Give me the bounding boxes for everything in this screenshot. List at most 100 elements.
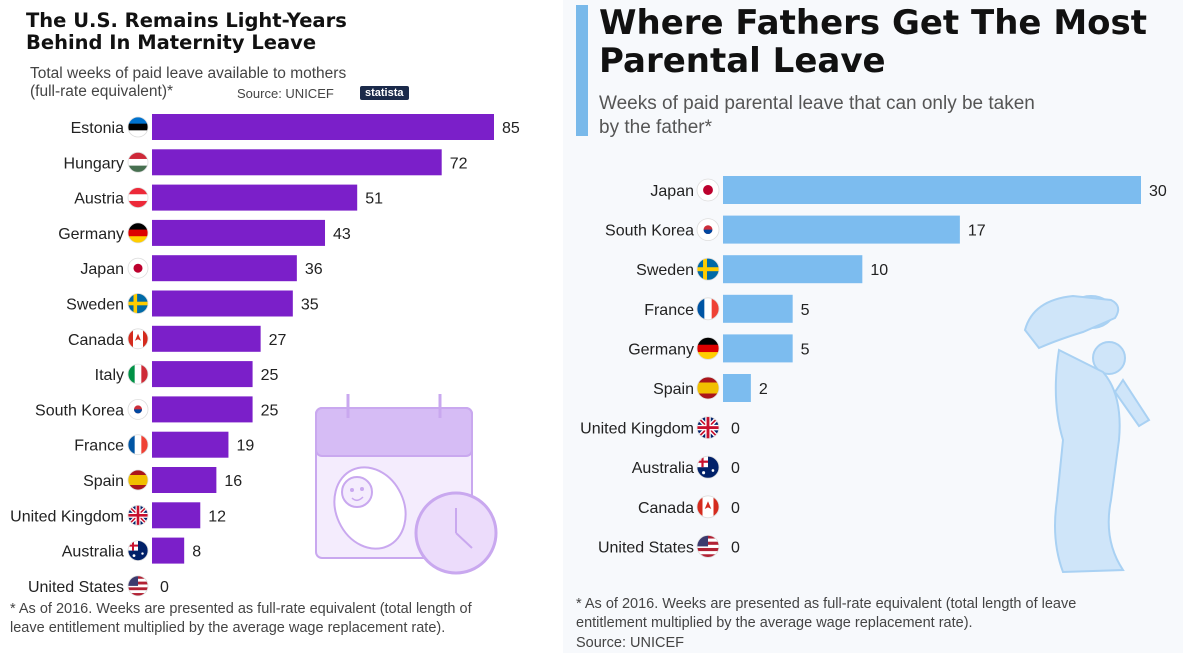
right-chart-footnote: * As of 2016. Weeks are presented as ful… — [576, 596, 1077, 631]
bar-row: France 19 — [74, 431, 254, 458]
bar — [152, 290, 293, 317]
bar — [723, 215, 960, 244]
maternity-leave-panel: The U.S. Remains Light-Years Behind In M… — [0, 0, 527, 653]
bar — [152, 361, 253, 388]
category-label: Spain — [83, 473, 124, 490]
australia-flag-icon — [127, 540, 149, 561]
bar-row: Spain 16 — [83, 467, 242, 493]
value-label: 10 — [870, 262, 888, 279]
panel-divider — [527, 0, 563, 653]
bar — [723, 255, 863, 284]
bar — [723, 374, 751, 402]
right-chart-title: Where Fathers Get The Most Parental Leav… — [599, 3, 1148, 81]
bar-row: Canada 27 — [68, 325, 287, 352]
category-label: France — [74, 438, 124, 455]
germany-flag-icon — [127, 222, 149, 244]
japan-flag-icon — [127, 257, 149, 279]
bar-row: Germany 43 — [58, 219, 351, 246]
bar — [152, 431, 229, 458]
austria-flag-icon — [127, 187, 149, 209]
value-label: 25 — [261, 402, 279, 419]
category-label: Spain — [653, 381, 694, 398]
united-states-flag-icon — [696, 535, 720, 558]
category-label: Japan — [80, 261, 124, 278]
left-chart-footnote: * As of 2016. Weeks are presented as ful… — [10, 601, 472, 636]
bar-row: Australia 0 — [632, 455, 740, 479]
value-label: 27 — [269, 332, 287, 349]
category-label: France — [644, 302, 694, 319]
value-label: 25 — [261, 367, 279, 384]
category-label: South Korea — [35, 402, 124, 419]
bar — [152, 537, 185, 564]
bar-row: Estonia 85 — [71, 114, 520, 140]
category-label: Germany — [628, 341, 694, 358]
bar-row: Germany 5 — [628, 334, 810, 363]
value-label: 17 — [968, 223, 986, 240]
bar — [152, 114, 494, 140]
value-label: 0 — [160, 579, 169, 596]
bar-row: United States 0 — [598, 535, 740, 558]
bar-row: Japan 30 — [650, 176, 1167, 204]
value-label: 0 — [731, 539, 740, 556]
bar-row: Italy 25 — [95, 361, 279, 388]
left-chart-source: Source: UNICEF — [237, 86, 334, 101]
canada-flag-icon — [127, 328, 149, 350]
bar — [152, 219, 326, 246]
value-label: 51 — [365, 191, 383, 208]
value-label: 5 — [801, 341, 810, 358]
bar — [152, 325, 261, 352]
bar — [152, 255, 297, 282]
value-label: 85 — [502, 120, 520, 137]
category-label: Australia — [632, 460, 694, 477]
south-korea-flag-icon — [696, 218, 720, 242]
bar-row: Canada 0 — [638, 495, 740, 519]
category-label: Canada — [638, 500, 694, 517]
value-label: 19 — [236, 438, 254, 455]
bar-row: France 5 — [644, 294, 810, 323]
japan-flag-icon — [696, 178, 720, 202]
united-kingdom-flag-icon — [696, 416, 720, 440]
estonia-flag-icon — [127, 116, 149, 138]
bar — [723, 176, 1141, 204]
value-label: 72 — [450, 155, 468, 172]
category-label: Sweden — [66, 297, 124, 314]
value-label: 30 — [1149, 183, 1167, 200]
spain-flag-icon — [127, 469, 149, 491]
value-label: 2 — [759, 381, 768, 398]
category-label: Italy — [95, 367, 124, 384]
bar-row: Sweden 10 — [636, 255, 888, 284]
maternity-illustration — [315, 394, 498, 575]
canada-flag-icon — [696, 495, 720, 519]
value-label: 36 — [305, 261, 323, 278]
sweden-flag-icon — [696, 257, 720, 281]
bar-row: Spain 2 — [653, 374, 768, 402]
left-chart-title: The U.S. Remains Light-Years Behind In M… — [26, 9, 347, 54]
bar — [152, 502, 201, 529]
statista-logo: statista — [360, 86, 409, 100]
category-label: Japan — [650, 183, 694, 200]
value-label: 43 — [333, 226, 351, 243]
hungary-flag-icon — [127, 151, 149, 173]
italy-flag-icon — [127, 363, 149, 385]
paternity-leave-panel: Where Fathers Get The Most Parental Leav… — [563, 0, 1183, 653]
bar — [152, 184, 358, 211]
right-chart-subtitle: Weeks of paid parental leave that can on… — [599, 93, 1035, 138]
australia-flag-icon — [696, 455, 720, 479]
germany-flag-icon — [696, 336, 720, 360]
united-states-flag-icon — [127, 575, 149, 597]
category-label: Austria — [74, 191, 124, 208]
france-flag-icon — [696, 297, 720, 321]
maternity-leave-chart: Estonia 85 Hungary 72 Austria 51 Germany 43 Japa… — [10, 114, 520, 597]
category-label: United States — [598, 539, 694, 556]
bar-row: Japan 36 — [80, 255, 323, 282]
bar-row: United Kingdom 0 — [580, 416, 740, 440]
bar-row: United States 0 — [28, 575, 169, 597]
category-label: Hungary — [64, 155, 124, 172]
value-label: 8 — [192, 544, 201, 561]
value-label: 0 — [731, 500, 740, 517]
bar-row: Australia 8 — [62, 537, 201, 564]
value-label: 35 — [301, 297, 319, 314]
spain-flag-icon — [696, 376, 720, 400]
bar-row: South Korea 25 — [35, 396, 279, 423]
